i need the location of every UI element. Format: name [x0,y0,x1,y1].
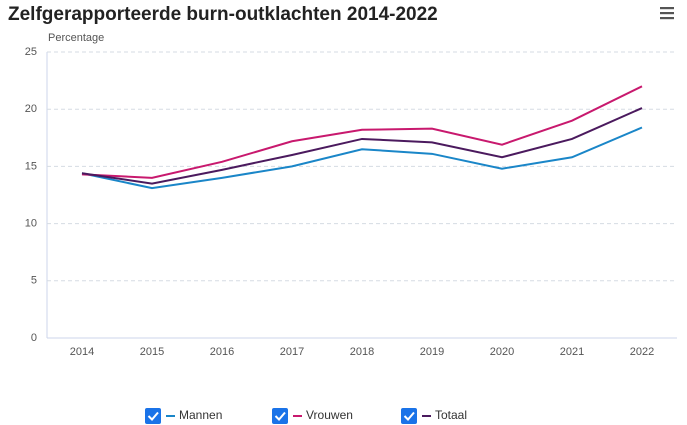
legend-item[interactable]: Mannen [145,408,222,424]
x-tick-label: 2015 [140,346,164,358]
legend-item[interactable]: Vrouwen [272,408,353,424]
legend-label: Mannen [179,408,222,422]
y-tick-label: 0 [31,332,37,344]
checkmark [403,411,415,421]
y-tick-label: 10 [25,218,37,230]
legend-checkbox[interactable] [272,408,288,424]
y-axis-label: Percentage [48,32,104,44]
x-tick-label: 2017 [280,346,304,358]
legend-checkbox[interactable] [145,408,161,424]
x-tick-label: 2014 [70,346,94,358]
x-tick-label: 2019 [420,346,444,358]
y-tick-label: 20 [25,103,37,115]
legend-item[interactable]: Totaal [401,408,467,424]
line-series [81,85,643,179]
chart-title: Zelfgerapporteerde burn-outklachten 2014… [8,4,438,25]
line-series [81,107,643,185]
legend-label: Vrouwen [306,408,353,422]
legend-label: Totaal [435,408,467,422]
x-tick-label: 2021 [560,346,584,358]
x-tick-label: 2018 [350,346,374,358]
checkmark [147,411,159,421]
menu-icon[interactable] [660,7,674,20]
x-tick-label: 2016 [210,346,234,358]
legend-checkbox[interactable] [401,408,417,424]
y-tick-label: 5 [31,275,37,287]
x-tick-label: 2022 [630,346,654,358]
y-tick-label: 15 [25,160,37,172]
line-series [81,126,643,190]
y-tick-label: 25 [25,46,37,58]
x-tick-label: 2020 [490,346,514,358]
checkmark [274,411,286,421]
